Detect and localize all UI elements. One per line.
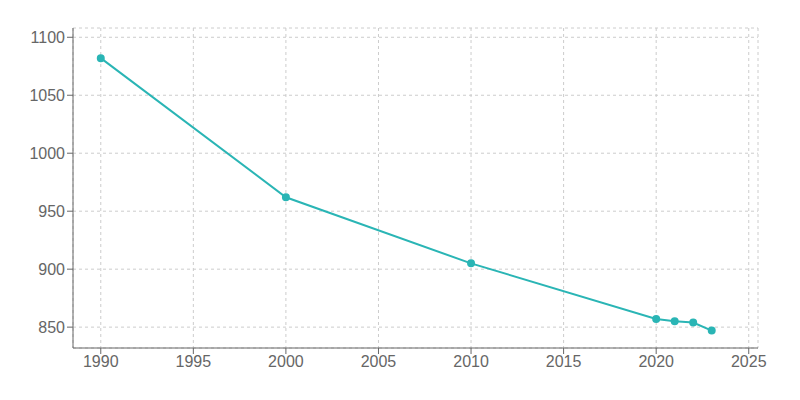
svg-text:2020: 2020 [638, 353, 674, 370]
svg-text:1000: 1000 [29, 145, 65, 162]
svg-text:1990: 1990 [83, 353, 119, 370]
svg-text:1995: 1995 [176, 353, 212, 370]
svg-text:2015: 2015 [546, 353, 582, 370]
svg-text:1100: 1100 [31, 29, 66, 46]
svg-text:900: 900 [38, 261, 65, 278]
svg-text:2005: 2005 [361, 353, 397, 370]
svg-text:850: 850 [38, 319, 65, 336]
svg-text:2000: 2000 [268, 353, 304, 370]
svg-text:950: 950 [38, 203, 65, 220]
svg-text:2025: 2025 [731, 353, 767, 370]
svg-text:2010: 2010 [453, 353, 489, 370]
svg-text:1050: 1050 [29, 87, 65, 104]
